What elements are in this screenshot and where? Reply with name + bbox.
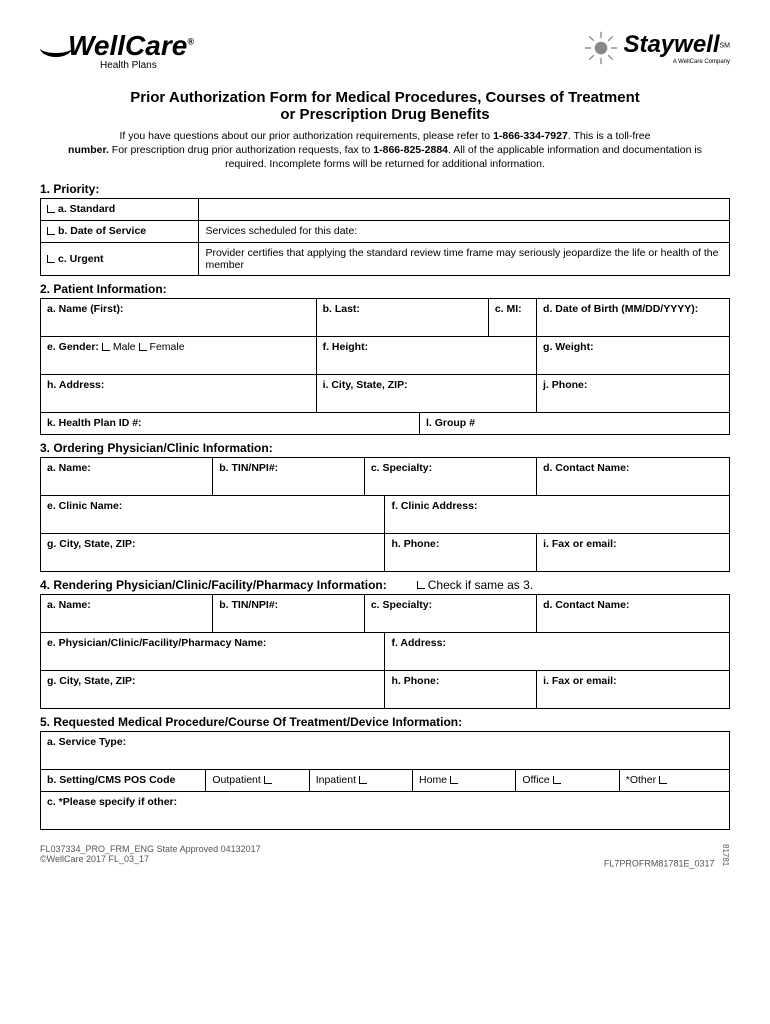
- rendering-i[interactable]: i. Fax or email:: [543, 675, 617, 687]
- ordering-i[interactable]: i. Fax or email:: [543, 538, 617, 550]
- title-line1: Prior Authorization Form for Medical Pro…: [40, 89, 730, 106]
- registered-mark: ®: [187, 37, 194, 47]
- section-4-title: 4. Rendering Physician/Clinic/Facility/P…: [40, 578, 730, 592]
- patient-g[interactable]: g. Weight:: [543, 341, 594, 353]
- swoosh-icon: [40, 39, 72, 57]
- patient-a[interactable]: a. Name (First):: [47, 303, 123, 315]
- requested-a[interactable]: a. Service Type:: [47, 736, 126, 748]
- title-block: Prior Authorization Form for Medical Pro…: [40, 89, 730, 123]
- checkbox-icon[interactable]: [359, 776, 367, 784]
- rendering-g[interactable]: g. City, State, ZIP:: [47, 675, 135, 687]
- header-logos: WellCare® Health Plans StaywellSM A Well…: [40, 30, 730, 71]
- ordering-e[interactable]: e. Clinic Name:: [47, 500, 122, 512]
- priority-b-desc[interactable]: Services scheduled for this date:: [199, 220, 730, 242]
- staywell-logo: StaywellSM A WellCare Company: [583, 30, 730, 66]
- title-line2: or Prescription Drug Benefits: [40, 106, 730, 123]
- ordering-h[interactable]: h. Phone:: [391, 538, 439, 550]
- rendering-d[interactable]: d. Contact Name:: [543, 599, 629, 611]
- rendering-a[interactable]: a. Name:: [47, 599, 91, 611]
- rendering-e[interactable]: e. Physician/Clinic/Facility/Pharmacy Na…: [47, 637, 266, 649]
- patient-b[interactable]: b. Last:: [323, 303, 360, 315]
- checkbox-icon[interactable]: [47, 205, 55, 213]
- ordering-f[interactable]: f. Clinic Address:: [391, 500, 477, 512]
- checkbox-icon[interactable]: [659, 776, 667, 784]
- footer-code: 81781: [721, 844, 730, 866]
- section-2-title: 2. Patient Information:: [40, 282, 730, 296]
- wellcare-subtitle: Health Plans: [100, 60, 194, 71]
- patient-table: a. Name (First): b. Last: c. MI: d. Date…: [40, 298, 730, 435]
- ordering-a[interactable]: a. Name:: [47, 462, 91, 474]
- priority-a: a. Standard: [58, 203, 115, 215]
- patient-c[interactable]: c. MI:: [495, 303, 522, 315]
- checkbox-icon[interactable]: [450, 776, 458, 784]
- checkbox-icon[interactable]: [417, 581, 425, 589]
- priority-b: b. Date of Service: [58, 225, 146, 237]
- rendering-table: a. Name: b. TIN/NPI#: c. Specialty: d. C…: [40, 594, 730, 709]
- ordering-b[interactable]: b. TIN/NPI#:: [219, 462, 278, 474]
- patient-k[interactable]: k. Health Plan ID #:: [47, 417, 142, 429]
- footer-right: FL7PROFRM81781E_0317: [604, 858, 715, 868]
- section-5-title: 5. Requested Medical Procedure/Course Of…: [40, 715, 730, 729]
- section-3-title: 3. Ordering Physician/Clinic Information…: [40, 441, 730, 455]
- priority-c-desc: Provider certifies that applying the sta…: [199, 242, 730, 275]
- footer: FL037334_PRO_FRM_ENG State Approved 0413…: [40, 844, 730, 868]
- rendering-f[interactable]: f. Address:: [391, 637, 445, 649]
- patient-f[interactable]: f. Height:: [323, 341, 369, 353]
- section-1-title: 1. Priority:: [40, 182, 730, 196]
- footer-line2: ©WellCare 2017 FL_03_17: [40, 854, 261, 864]
- patient-j[interactable]: j. Phone:: [543, 379, 587, 391]
- footer-line1: FL037334_PRO_FRM_ENG State Approved 0413…: [40, 844, 261, 854]
- requested-table: a. Service Type: b. Setting/CMS POS Code…: [40, 731, 730, 830]
- patient-d[interactable]: d. Date of Birth (MM/DD/YYYY):: [543, 303, 698, 315]
- ordering-g[interactable]: g. City, State, ZIP:: [47, 538, 135, 550]
- patient-l[interactable]: l. Group #: [426, 417, 475, 429]
- staywell-subtitle: A WellCare Company: [623, 59, 730, 65]
- patient-e: e. Gender:: [47, 341, 99, 353]
- ordering-c[interactable]: c. Specialty:: [371, 462, 432, 474]
- intro-text: If you have questions about our prior au…: [40, 129, 730, 172]
- requested-c[interactable]: c. *Please specify if other:: [47, 796, 177, 808]
- sun-icon: [583, 30, 619, 66]
- wellcare-text: WellCare: [68, 30, 187, 61]
- sm-mark: SM: [720, 42, 731, 49]
- checkbox-icon[interactable]: [47, 227, 55, 235]
- staywell-text: Staywell: [623, 31, 719, 58]
- rendering-b[interactable]: b. TIN/NPI#:: [219, 599, 278, 611]
- patient-i[interactable]: i. City, State, ZIP:: [323, 379, 408, 391]
- ordering-d[interactable]: d. Contact Name:: [543, 462, 629, 474]
- priority-a-field[interactable]: [199, 198, 730, 220]
- patient-h[interactable]: h. Address:: [47, 379, 104, 391]
- checkbox-icon[interactable]: [553, 776, 561, 784]
- checkbox-icon[interactable]: [47, 255, 55, 263]
- priority-c: c. Urgent: [58, 253, 104, 265]
- rendering-h[interactable]: h. Phone:: [391, 675, 439, 687]
- requested-b: b. Setting/CMS POS Code: [47, 774, 175, 786]
- checkbox-icon[interactable]: [102, 343, 110, 351]
- rendering-c[interactable]: c. Specialty:: [371, 599, 432, 611]
- ordering-table: a. Name: b. TIN/NPI#: c. Specialty: d. C…: [40, 457, 730, 572]
- priority-table: a. Standard b. Date of Service Services s…: [40, 198, 730, 276]
- checkbox-icon[interactable]: [139, 343, 147, 351]
- wellcare-logo: WellCare® Health Plans: [40, 30, 194, 71]
- checkbox-icon[interactable]: [264, 776, 272, 784]
